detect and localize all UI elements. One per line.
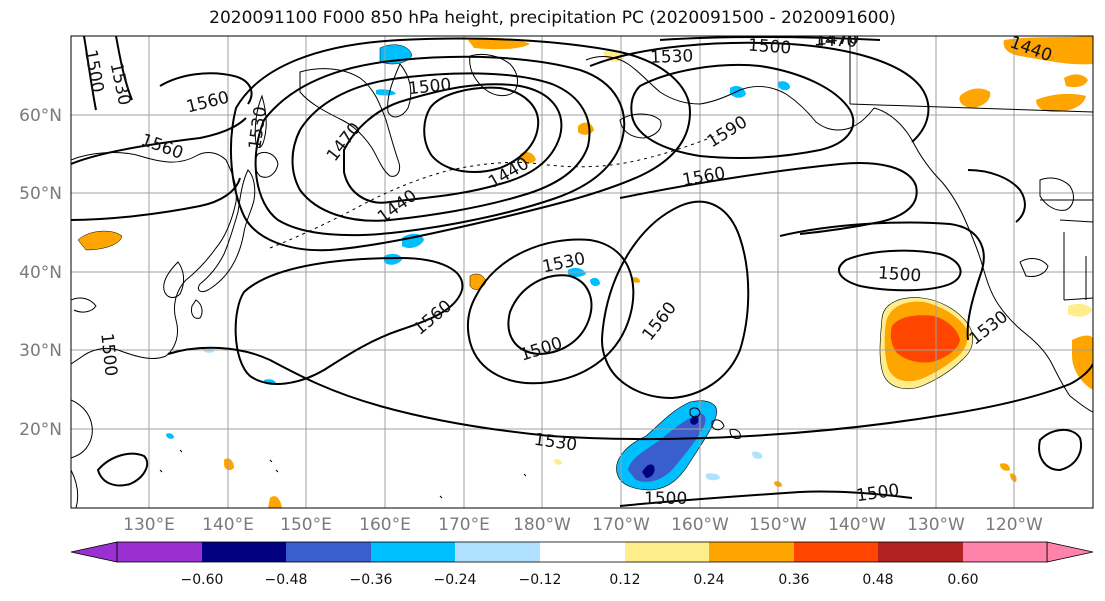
lon-label: 150°E [280,515,332,535]
lat-label: 30°N [19,341,62,361]
map-title: 2020091100 F000 850 hPa height, precipit… [209,8,896,28]
colorbar-cell [794,542,878,562]
contour-label: 1500 [747,35,792,58]
colorbar-tick-label: 0.24 [693,572,724,588]
latitude-labels: 60°N 50°N 40°N 30°N 20°N [19,106,62,440]
contour-label: 1470 [814,30,858,51]
lon-label: 180°W [513,515,571,535]
longitude-labels: 130°E 140°E 150°E 160°E 170°E 180°W 170°… [123,515,1043,535]
colorbar-arrow-right [1046,541,1094,563]
height-contours [71,36,1093,507]
colorbar-tick-label: −0.48 [265,572,308,588]
colorbar-arrow-left [70,541,118,563]
coastlines [71,36,1093,508]
colorbar-cell [117,542,202,562]
contour-label: 1500 [877,263,922,286]
colorbar-cell [963,542,1047,562]
colorbar-tick-label: 0.12 [609,572,640,588]
lon-label: 170°W [592,515,650,535]
lon-label: 130°E [123,515,175,535]
colorbar-tick-label: 0.36 [778,572,809,588]
lon-label: 130°W [907,515,965,535]
colorbar-tick-label: −0.24 [434,572,477,588]
lon-label: 120°W [985,515,1043,535]
colorbar-cell [709,542,794,562]
colorbar-tick-label: 0.60 [947,572,978,588]
contour-label: 1500 [644,489,687,509]
colorbar: −0.60 −0.48 −0.36 −0.24 −0.12 0.12 0.24 … [70,541,1094,588]
lat-label: 40°N [19,263,62,283]
colorbar-cell [878,542,963,562]
contour-label: 1500 [407,75,452,99]
contour-label: 1500 [96,332,120,377]
colorbar-cell [371,542,455,562]
lat-label: 60°N [19,106,62,126]
contour-label: 1530 [650,46,694,67]
colorbar-cell [202,542,286,562]
colorbar-cell [455,542,540,562]
lat-label: 50°N [19,184,62,204]
contour-label: 1470 [816,28,860,49]
colorbar-tick-label: 0.48 [862,572,893,588]
colorbar-cell [286,542,371,562]
lon-label: 140°E [202,515,254,535]
lon-label: 160°E [359,515,411,535]
colorbar-frame [116,541,1048,563]
colorbar-tick-label: −0.36 [350,572,393,588]
map-frame [70,35,1094,509]
lon-label: 150°W [749,515,807,535]
colorbar-cell [625,542,709,562]
lon-label: 140°W [828,515,886,535]
lon-label: 160°W [671,515,729,535]
lat-label: 20°N [19,420,62,440]
lon-label: 170°E [438,515,490,535]
precip-shading [77,36,1093,508]
colorbar-tick-label: −0.60 [181,572,224,588]
colorbar-tick-label: −0.12 [519,572,562,588]
colorbar-cell [540,542,625,562]
